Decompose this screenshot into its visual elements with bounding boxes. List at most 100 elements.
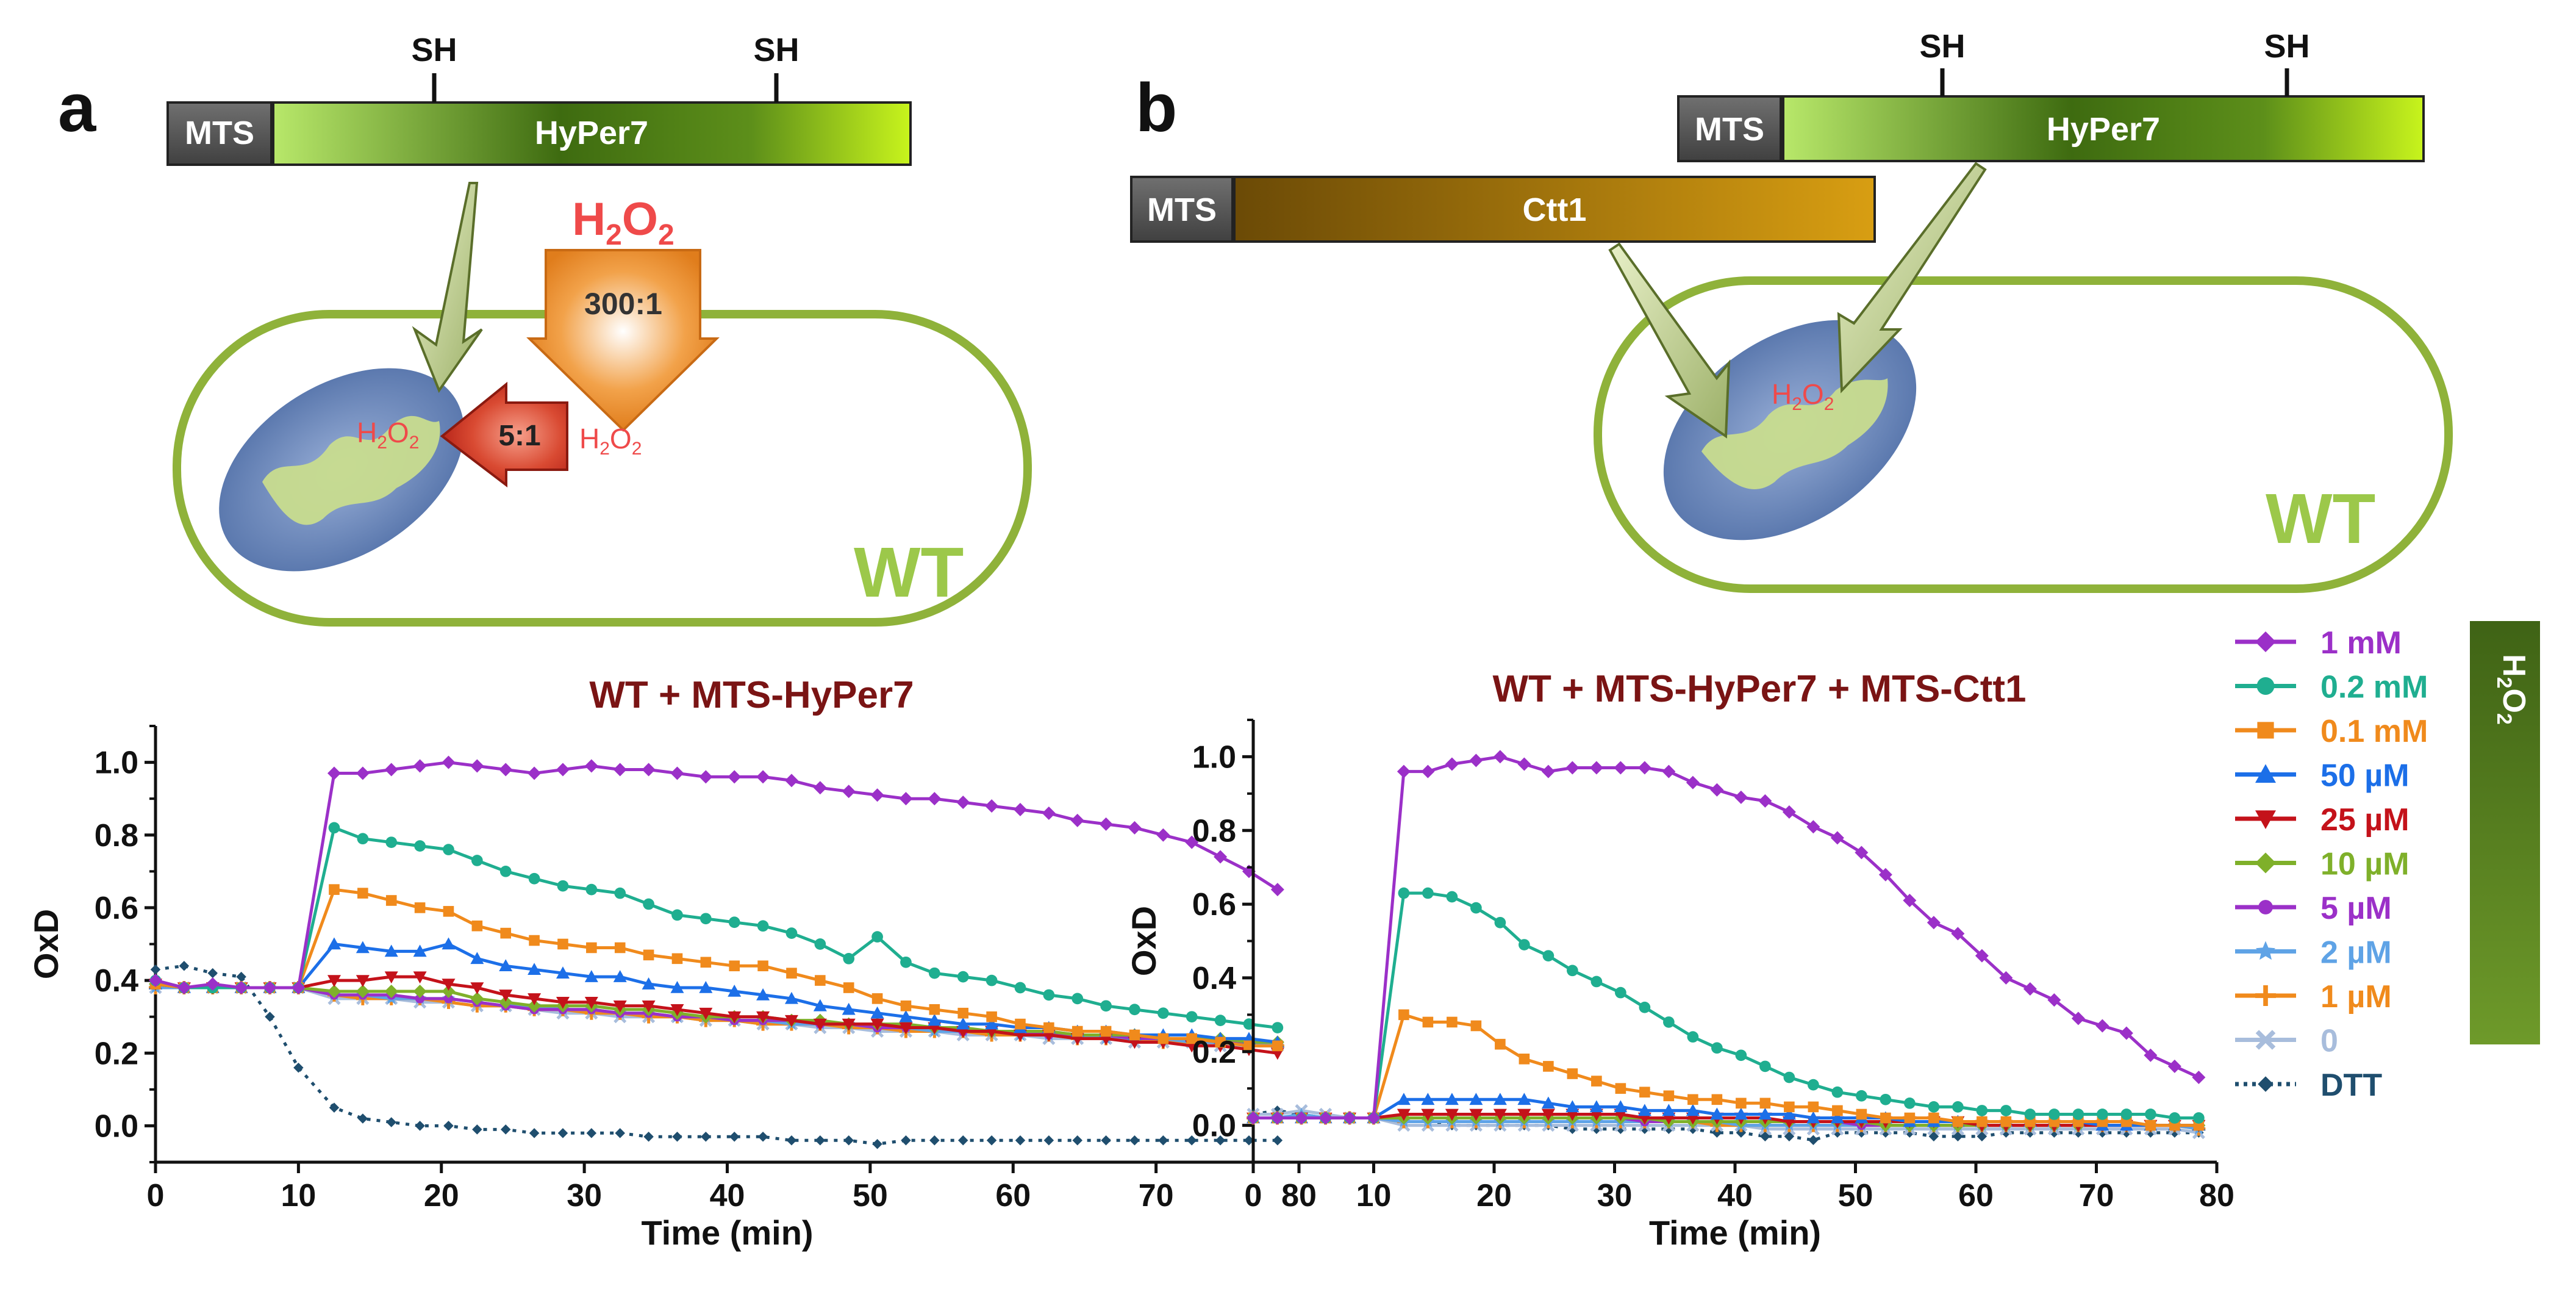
data-point — [956, 796, 970, 810]
data-point — [1422, 1016, 1434, 1028]
data-point — [643, 949, 654, 961]
data-point — [1567, 1068, 1578, 1079]
data-point — [1043, 989, 1055, 1001]
data-point — [1977, 1131, 1987, 1141]
data-point — [1590, 975, 1603, 988]
data-point — [986, 1011, 997, 1022]
h2o2-external-arrow: 300:1 — [526, 249, 720, 432]
panel-a-label: a — [58, 70, 96, 146]
data-point — [1014, 982, 1026, 994]
data-point — [413, 984, 427, 998]
data-point — [1421, 1093, 1435, 1105]
data-point — [356, 975, 370, 988]
data-point — [472, 1124, 482, 1135]
data-point — [670, 766, 684, 780]
data-point — [1494, 916, 1506, 929]
data-point — [557, 880, 569, 892]
data-point — [613, 1000, 627, 1013]
data-point — [415, 1121, 425, 1131]
data-point — [1903, 894, 1917, 908]
data-point — [1734, 790, 1748, 804]
data-point — [357, 1113, 368, 1124]
ratio-outer-label: 300:1 — [584, 287, 662, 321]
data-point — [613, 970, 627, 982]
h2o2-top-label: H2O2 — [572, 193, 674, 251]
chart-a: WT + MTS-HyPer7 0 10 20 30 40 50 60 70 80 0.0 0.2 0.… — [27, 674, 1317, 1252]
ratio-inner-label: 5:1 — [498, 420, 540, 452]
data-point — [414, 840, 426, 852]
y-tick-label: 0.6 — [95, 891, 138, 926]
data-point — [556, 763, 570, 777]
data-point — [356, 984, 370, 998]
data-point — [585, 883, 598, 896]
data-point — [1783, 1071, 1795, 1083]
data-point — [384, 971, 398, 984]
data-point — [1015, 1135, 1026, 1146]
legend-label: 50 µM — [2320, 758, 2410, 794]
data-point — [786, 968, 797, 979]
data-point — [728, 1011, 742, 1024]
data-point — [1567, 965, 1578, 977]
data-point — [529, 1128, 540, 1138]
legend-marker — [2255, 764, 2276, 783]
series-0.1-mM — [1248, 1009, 2205, 1131]
data-point — [1422, 887, 1434, 899]
data-point — [2145, 1119, 2156, 1131]
data-point — [1042, 807, 1056, 820]
data-point — [1951, 927, 1965, 941]
data-point — [1043, 1135, 1054, 1146]
data-point — [1928, 1101, 1940, 1113]
data-point — [2169, 1112, 2181, 1124]
data-point — [2167, 1059, 2181, 1073]
data-point — [1589, 761, 1603, 775]
y-tick-label: 0.4 — [1192, 961, 1236, 996]
data-point — [1687, 1094, 1698, 1105]
data-point — [1637, 1104, 1651, 1116]
legend-entry: 25 µM — [2235, 802, 2410, 838]
data-point — [1318, 1111, 1333, 1125]
data-point — [1295, 1111, 1308, 1125]
data-point — [1469, 753, 1483, 767]
h2o2-cyto-label-a: H2O2 — [579, 423, 642, 459]
data-point — [957, 1007, 969, 1019]
data-point — [1808, 1101, 1819, 1113]
y-tick-label: 0.2 — [95, 1036, 138, 1071]
data-point — [2145, 1108, 2156, 1120]
data-point — [1637, 761, 1651, 775]
data-point — [556, 997, 570, 1009]
data-point — [643, 1132, 654, 1142]
data-point — [443, 1121, 454, 1131]
data-point — [1214, 850, 1228, 864]
legend-label: 0 — [2320, 1024, 2338, 1059]
data-point — [1662, 764, 1676, 778]
series-25-µM — [149, 971, 1284, 1060]
data-point — [728, 916, 740, 929]
x-tick-label: 10 — [281, 1178, 316, 1213]
data-point — [528, 872, 540, 885]
data-point — [985, 799, 999, 813]
data-point — [1928, 1131, 1939, 1141]
data-point — [2193, 1112, 2205, 1124]
data-point — [1445, 757, 1459, 771]
x-tick-label: 60 — [995, 1178, 1031, 1213]
data-point — [757, 920, 769, 932]
x-tick-label: 30 — [1597, 1178, 1633, 1213]
data-point — [327, 975, 341, 988]
y-tick-label: 0.4 — [95, 963, 138, 999]
data-point — [756, 770, 770, 784]
data-point — [2144, 1048, 2158, 1062]
data-point — [871, 993, 883, 1004]
import-arrow-hyper7-b — [1837, 162, 1987, 393]
h2o2-mito-arrow: 5:1 — [440, 381, 568, 488]
data-point — [729, 1132, 740, 1142]
data-point — [700, 957, 712, 968]
legend-marker — [2255, 631, 2276, 652]
data-point — [1543, 1061, 1554, 1072]
data-point — [499, 959, 513, 972]
data-point — [1928, 1112, 1939, 1124]
data-point — [899, 792, 913, 806]
data-point — [1156, 828, 1170, 842]
x-tick-label: 10 — [1356, 1178, 1392, 1213]
legend-entry: 0.2 mM — [2235, 670, 2428, 705]
